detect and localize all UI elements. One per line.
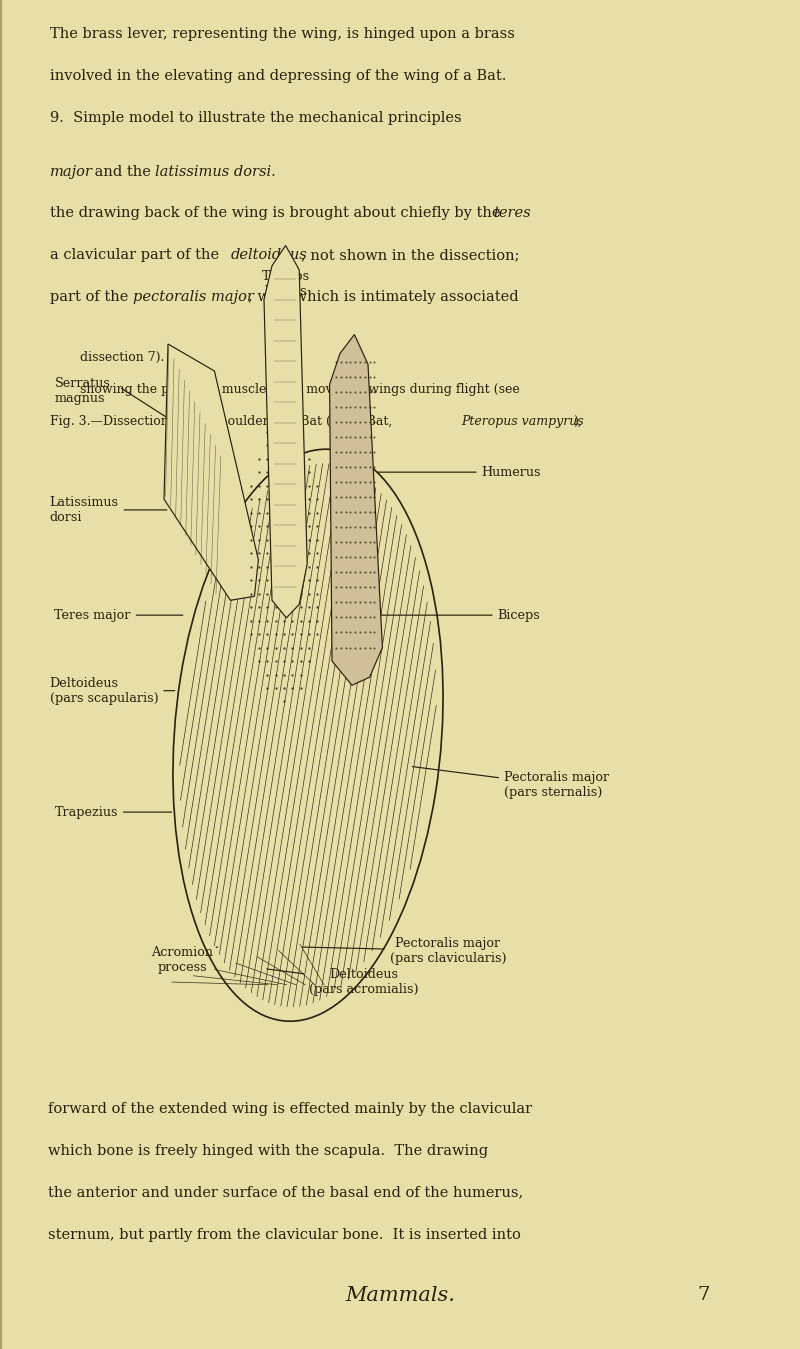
Text: Triceps
longus: Triceps longus [262, 270, 310, 298]
Text: Serratus
magnus: Serratus magnus [54, 378, 110, 405]
Text: Mammals.: Mammals. [345, 1286, 455, 1304]
Text: the drawing back of the wing is brought about chiefly by the: the drawing back of the wing is brought … [50, 206, 505, 220]
Text: pectoralis major: pectoralis major [133, 290, 254, 304]
Text: Deltoideus
(pars acromialis): Deltoideus (pars acromialis) [266, 967, 419, 996]
Text: which bone is freely hinged with the scapula.  The drawing: which bone is freely hinged with the sca… [48, 1144, 488, 1157]
Text: forward of the extended wing is effected mainly by the clavicular: forward of the extended wing is effected… [48, 1102, 532, 1116]
Text: dissection 7).: dissection 7). [80, 351, 164, 364]
Text: Trapezius: Trapezius [54, 805, 172, 819]
Polygon shape [330, 335, 382, 685]
Text: Deltoideus
(pars scapularis): Deltoideus (pars scapularis) [50, 677, 175, 704]
Text: , with which is intimately associated: , with which is intimately associated [248, 290, 518, 304]
Text: deltoideus: deltoideus [230, 248, 307, 262]
Text: Pectoralis major
(pars clavicularis): Pectoralis major (pars clavicularis) [302, 936, 506, 965]
Text: and the: and the [90, 165, 155, 178]
Text: Teres major: Teres major [54, 608, 183, 622]
Text: , not shown in the dissection;: , not shown in the dissection; [301, 248, 519, 262]
Text: Humerus: Humerus [377, 465, 541, 479]
Text: Pectoralis major
(pars sternalis): Pectoralis major (pars sternalis) [412, 766, 609, 799]
Text: 9.  Simple model to illustrate the mechanical principles: 9. Simple model to illustrate the mechan… [50, 111, 462, 124]
Text: part of the: part of the [50, 290, 133, 304]
Text: showing the principal muscles that move the wings during flight (see: showing the principal muscles that move … [80, 383, 520, 397]
Text: teres: teres [494, 206, 531, 220]
Text: a clavicular part of the: a clavicular part of the [50, 248, 223, 262]
Text: Pteropus vampyrus: Pteropus vampyrus [462, 415, 584, 429]
Polygon shape [164, 344, 258, 600]
Ellipse shape [173, 449, 443, 1021]
Text: Acromion
process: Acromion process [151, 946, 218, 974]
Text: ),: ), [574, 415, 582, 429]
Text: the anterior and under surface of the basal end of the humerus,: the anterior and under surface of the ba… [48, 1186, 523, 1199]
Text: involved in the elevating and depressing of the wing of a Bat.: involved in the elevating and depressing… [50, 69, 506, 82]
Text: The brass lever, representing the wing, is hinged upon a brass: The brass lever, representing the wing, … [50, 27, 514, 40]
Text: Biceps: Biceps [380, 608, 540, 622]
Text: Fig. 3.—Dissection of the shoulder of a Bat (Fruit Bat,: Fig. 3.—Dissection of the shoulder of a … [50, 415, 396, 429]
Text: Latissimus
dorsi: Latissimus dorsi [50, 496, 167, 523]
Text: sternum, but partly from the clavicular bone.  It is inserted into: sternum, but partly from the clavicular … [48, 1228, 521, 1241]
Text: major: major [50, 165, 93, 178]
Text: 7: 7 [698, 1286, 710, 1304]
Text: latissimus dorsi.: latissimus dorsi. [155, 165, 276, 178]
Polygon shape [264, 246, 307, 618]
